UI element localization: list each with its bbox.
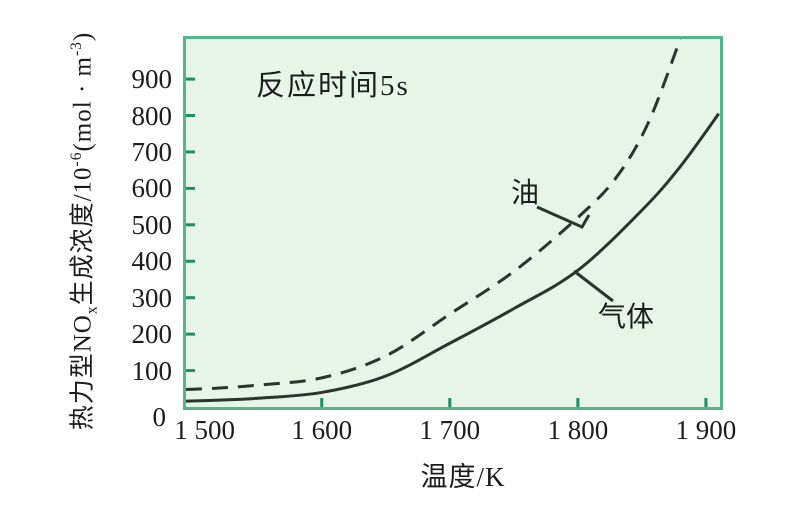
y-tick-label-500: 500 [131, 209, 173, 240]
curve-oil-dashed [186, 39, 682, 392]
y-tick-label-100: 100 [131, 355, 173, 386]
chart-curves [186, 39, 720, 407]
curve-gas-solid [186, 112, 720, 403]
y-tick-label-600: 600 [131, 173, 173, 204]
series-label-gas: 气体 [598, 302, 655, 333]
x-tick-label-1800: 1 800 [547, 415, 609, 445]
x-tick-label-1500: 1 500 [174, 415, 236, 445]
y-axis-title-superscript: -6 [68, 151, 86, 167]
y-axis-title-unit-close: ) [69, 31, 97, 42]
reaction-time-annotation: 反应时间5s [256, 70, 410, 102]
x-tick-label-1600: 1 600 [291, 415, 353, 445]
y-tick-label-300: 300 [131, 282, 173, 313]
y-tick-label-900: 900 [131, 64, 173, 95]
y-tick-label-800: 800 [131, 100, 173, 131]
y-tick-label-400: 400 [131, 246, 173, 277]
series-label-oil: 油 [511, 178, 540, 209]
y-tick-label-200: 200 [131, 319, 173, 350]
leader-line-gas [573, 269, 614, 303]
x-tick-label-1900: 1 900 [675, 415, 737, 445]
leader-line-oil [536, 205, 591, 229]
y-tick-label-700: 700 [131, 136, 173, 167]
plot-area: 反应时间5s 油 气体 [183, 36, 723, 410]
y-axis-title-unit-superscript: -3 [68, 41, 86, 57]
x-tick-label-1700: 1 700 [419, 415, 481, 445]
x-axis-title: 温度/K [420, 462, 506, 492]
y-tick-label-0: 0 [152, 402, 167, 432]
